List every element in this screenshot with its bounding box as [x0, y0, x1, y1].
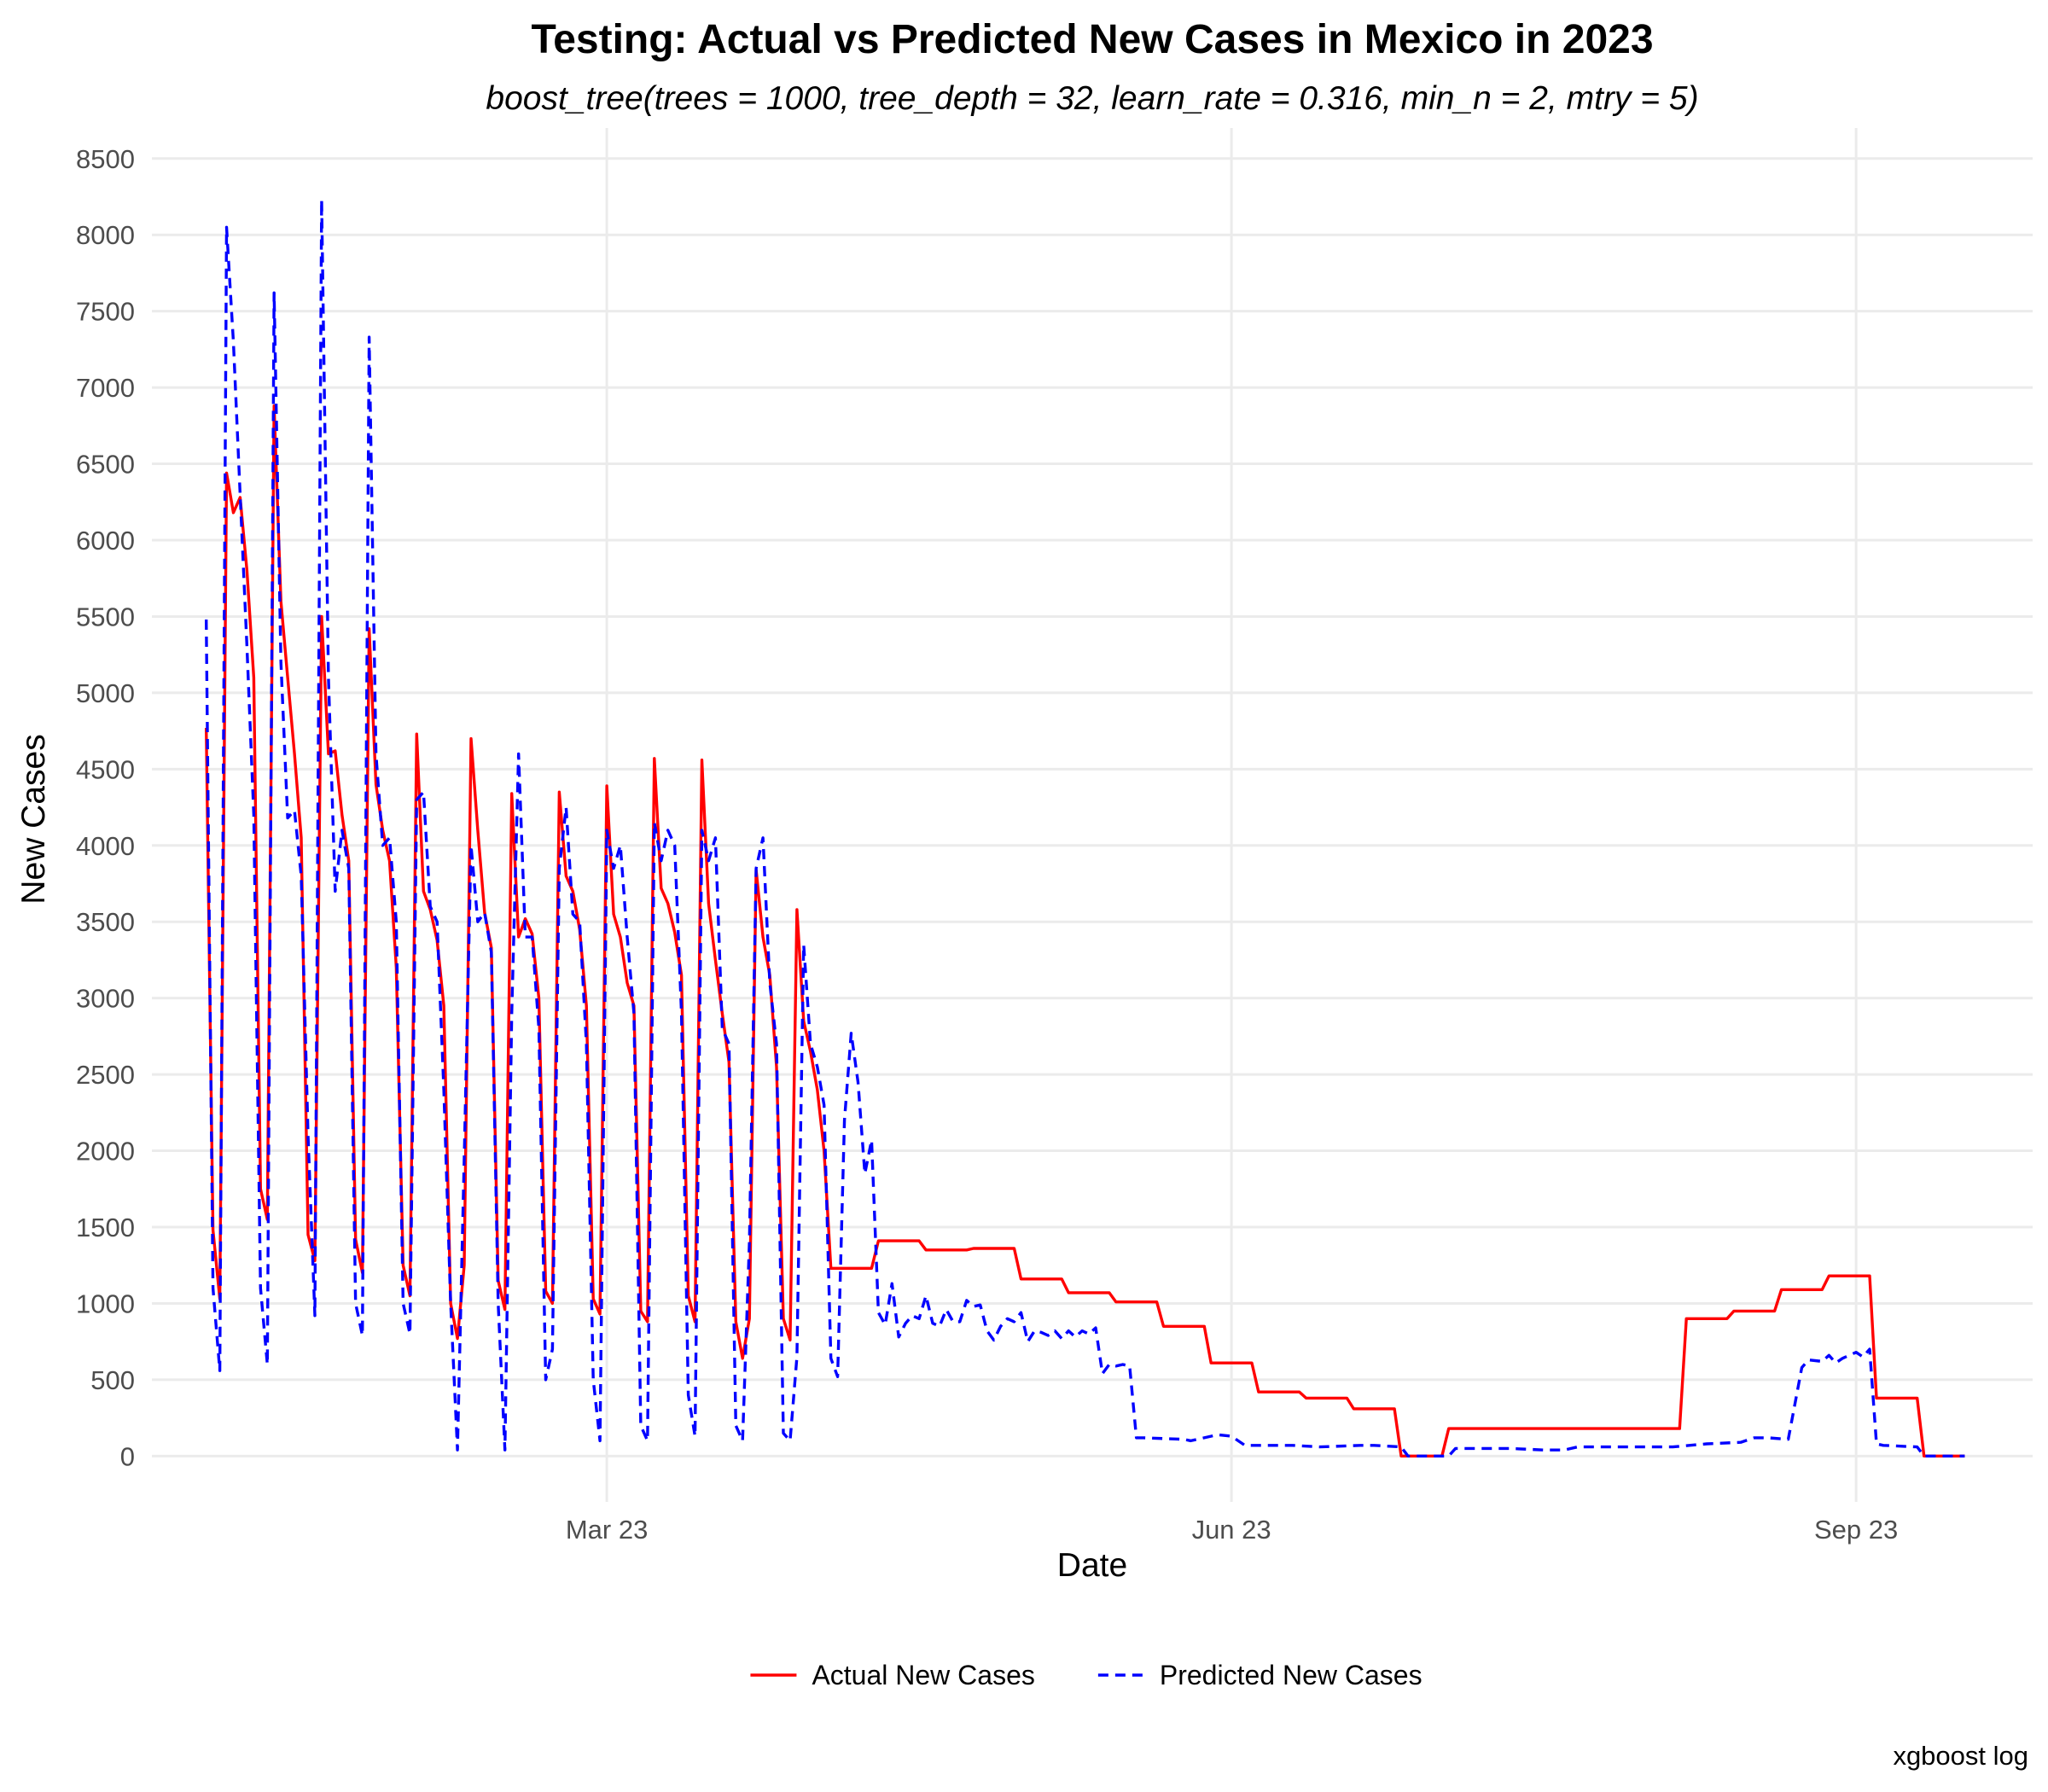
y-tick-label: 3000	[76, 984, 135, 1014]
y-tick-label: 3500	[76, 907, 135, 937]
y-tick-label: 2500	[76, 1060, 135, 1090]
y-tick-label: 7500	[76, 297, 135, 327]
y-tick-label: 7000	[76, 373, 135, 403]
series-lines	[205, 198, 1965, 1457]
legend-label: Predicted New Cases	[1160, 1660, 1423, 1690]
chart-title: Testing: Actual vs Predicted New Cases i…	[531, 17, 1653, 62]
x-axis-title: Date	[1057, 1547, 1127, 1584]
y-tick-label: 0	[120, 1441, 135, 1471]
chart-subtitle: boost_tree(trees = 1000, tree_depth = 32…	[486, 80, 1698, 117]
y-tick-label: 1000	[76, 1289, 135, 1318]
x-tick-label: Sep 23	[1814, 1515, 1898, 1545]
y-tick-label: 5000	[76, 678, 135, 708]
y-tick-label: 4000	[76, 831, 135, 861]
y-tick-label: 2000	[76, 1137, 135, 1167]
y-tick-label: 6000	[76, 526, 135, 556]
legend-label: Actual New Cases	[812, 1660, 1034, 1690]
series-line-predicted	[205, 198, 1965, 1457]
legend: Actual New Cases Predicted New Cases	[750, 1660, 1423, 1690]
x-tick-label: Mar 23	[566, 1515, 648, 1545]
x-tick-label: Jun 23	[1192, 1515, 1271, 1545]
y-axis-ticks: 0 500 1000 1500 2000 2500 3000 3500 4000 4500 5000…	[76, 144, 135, 1472]
y-tick-label: 1500	[76, 1213, 135, 1242]
x-axis-ticks: Mar 23 Jun 23 Sep 23	[566, 1515, 1898, 1545]
y-tick-label: 6500	[76, 450, 135, 480]
y-tick-label: 5500	[76, 602, 135, 631]
y-tick-label: 4500	[76, 754, 135, 784]
y-axis-title: New Cases	[15, 734, 52, 904]
chart-caption: xgboost log	[1893, 1741, 2028, 1771]
y-tick-label: 500	[90, 1365, 135, 1395]
y-tick-label: 8500	[76, 144, 135, 174]
y-tick-label: 8000	[76, 220, 135, 250]
